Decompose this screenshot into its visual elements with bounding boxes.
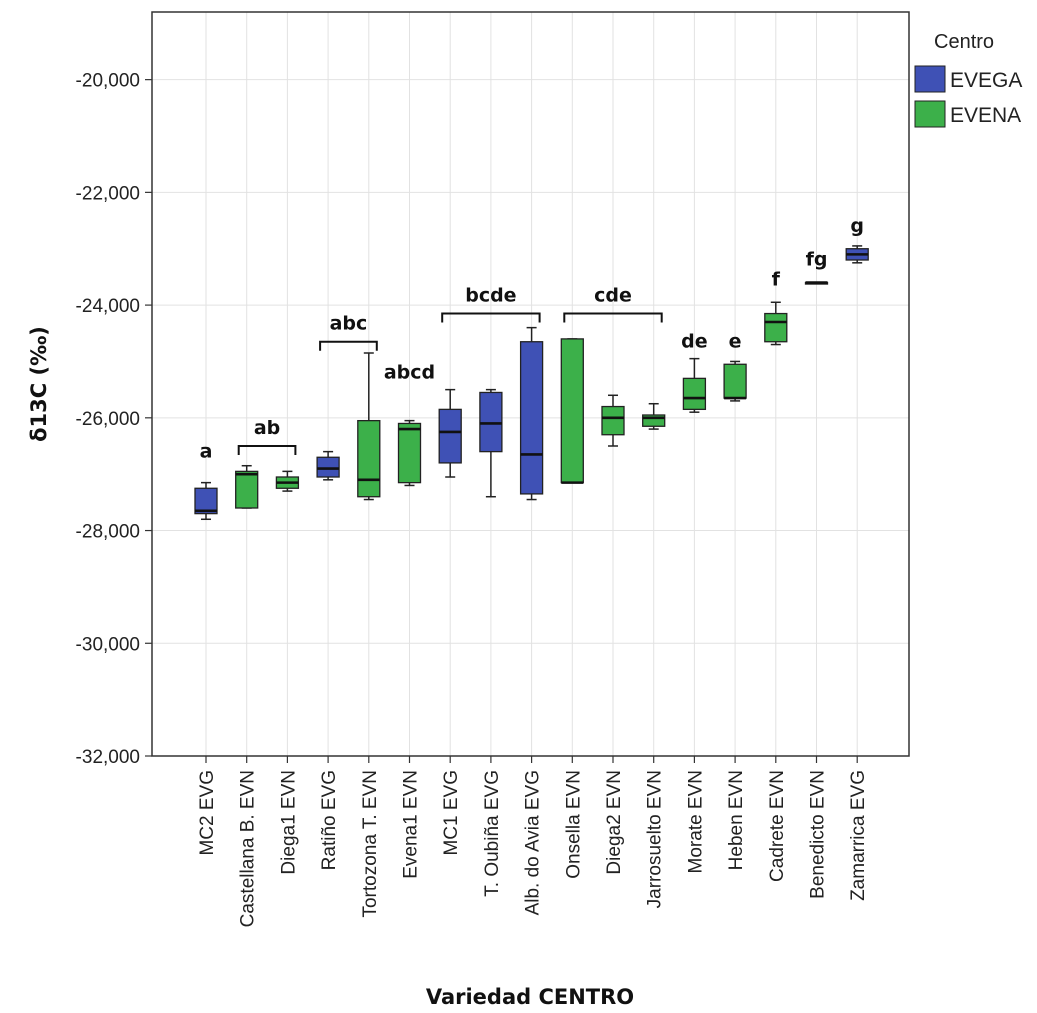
box-6 <box>438 388 462 478</box>
box-3 <box>316 450 340 481</box>
legend-title: Centro <box>934 31 994 53</box>
x-tick-label: T. Oubiña EVG <box>482 770 503 897</box>
x-axis-title: Variedad CENTRO <box>426 985 634 1009</box>
x-tick-label: MC1 EVG <box>441 770 462 856</box>
box-iqr <box>194 487 218 515</box>
box-iqr <box>682 377 707 411</box>
x-tick-label: Evena1 EVN <box>401 770 422 879</box>
box-series <box>194 245 869 521</box>
y-tick-label: -28,000 <box>76 522 140 543</box>
box-5 <box>397 419 422 487</box>
x-axis: MC2 EVG Castellana B. EVN Diega1 EVN Ratiño… <box>197 756 869 927</box>
box-9 <box>560 338 584 484</box>
significance-letter: abc <box>330 313 368 335</box>
x-tick-label: Cadrete EVN <box>767 770 788 882</box>
legend-label-evega: EVEGA <box>950 69 1022 92</box>
box-11 <box>642 402 666 430</box>
box-iqr <box>601 405 625 436</box>
significance-bracket <box>319 340 378 351</box>
box-2 <box>275 470 300 492</box>
significance-letter: abcd <box>384 361 435 383</box>
x-tick-label: MC2 EVG <box>197 770 218 856</box>
box-iqr <box>560 338 584 484</box>
box-0 <box>194 481 218 521</box>
box-iqr <box>357 419 381 498</box>
x-tick-label: Jarrosuelto EVN <box>645 770 666 908</box>
x-tick-label: Benedicto EVN <box>808 770 829 899</box>
box-16 <box>845 245 869 264</box>
box-1 <box>235 464 259 509</box>
y-axis: -20,000 -22,000 -24,000 -26,000 -28,000 -30,0… <box>76 71 152 768</box>
x-tick-label: Ratiño EVG <box>319 770 340 870</box>
y-tick-label: -26,000 <box>76 409 140 430</box>
box-iqr <box>397 422 422 484</box>
x-tick-label: Onsella EVN <box>563 770 584 879</box>
box-10 <box>601 394 625 447</box>
box-iqr <box>235 470 259 509</box>
y-tick-label: -24,000 <box>76 296 140 317</box>
x-tick-label: Zamarrica EVG <box>848 770 869 901</box>
x-tick-label: Heben EVN <box>726 770 747 870</box>
box-8 <box>519 326 544 501</box>
significance-letter: g <box>850 215 864 237</box>
box-13 <box>723 360 747 402</box>
box-12 <box>682 357 707 413</box>
significance-letter: cde <box>594 285 632 307</box>
significance-bracket <box>237 445 297 455</box>
significance-bracket <box>563 312 663 323</box>
x-tick-label: Alb. do Avia EVG <box>523 770 544 915</box>
grid-lines <box>152 12 909 757</box>
box-iqr <box>723 363 747 399</box>
box-4 <box>357 352 381 501</box>
box-iqr <box>438 408 462 464</box>
legend-label-evena: EVENA <box>950 104 1021 127</box>
x-tick-label: Tortozona T. EVN <box>360 770 381 918</box>
box-iqr <box>642 414 666 427</box>
box-iqr <box>479 391 503 453</box>
box-14 <box>764 301 788 346</box>
y-tick-label: -20,000 <box>76 71 140 92</box>
significance-letter: ab <box>254 417 280 439</box>
x-tick-label: Diega1 EVN <box>278 770 299 875</box>
significance-letter: f <box>772 268 781 290</box>
x-tick-label: Castellana B. EVN <box>238 770 259 927</box>
y-tick-label: -30,000 <box>76 634 140 655</box>
significance-bracket <box>441 312 541 323</box>
significance-letter: e <box>729 330 742 352</box>
box-iqr <box>764 312 788 343</box>
box-7 <box>479 388 503 498</box>
y-axis-title: δ13C (‰) <box>27 326 51 442</box>
box-iqr <box>316 456 340 478</box>
x-tick-label: Morate EVN <box>685 770 706 873</box>
legend-swatch-evega <box>914 65 946 93</box>
plot-frame <box>151 11 910 757</box>
significance-letter: de <box>681 330 708 352</box>
legend: Centro EVEGA EVENA <box>914 31 1022 128</box>
significance-letters: a ab abc abcd bcde cde de e f fgg <box>200 215 864 462</box>
box-15 <box>804 281 829 285</box>
significance-letter: bcde <box>465 285 516 307</box>
x-tick-label: Diega2 EVN <box>604 770 625 875</box>
significance-letter: fg <box>806 249 828 271</box>
legend-swatch-evena <box>914 100 946 128</box>
y-tick-label: -32,000 <box>76 747 140 768</box>
box-iqr <box>519 341 544 495</box>
significance-letter: a <box>200 440 213 462</box>
y-tick-label: -22,000 <box>76 183 140 204</box>
